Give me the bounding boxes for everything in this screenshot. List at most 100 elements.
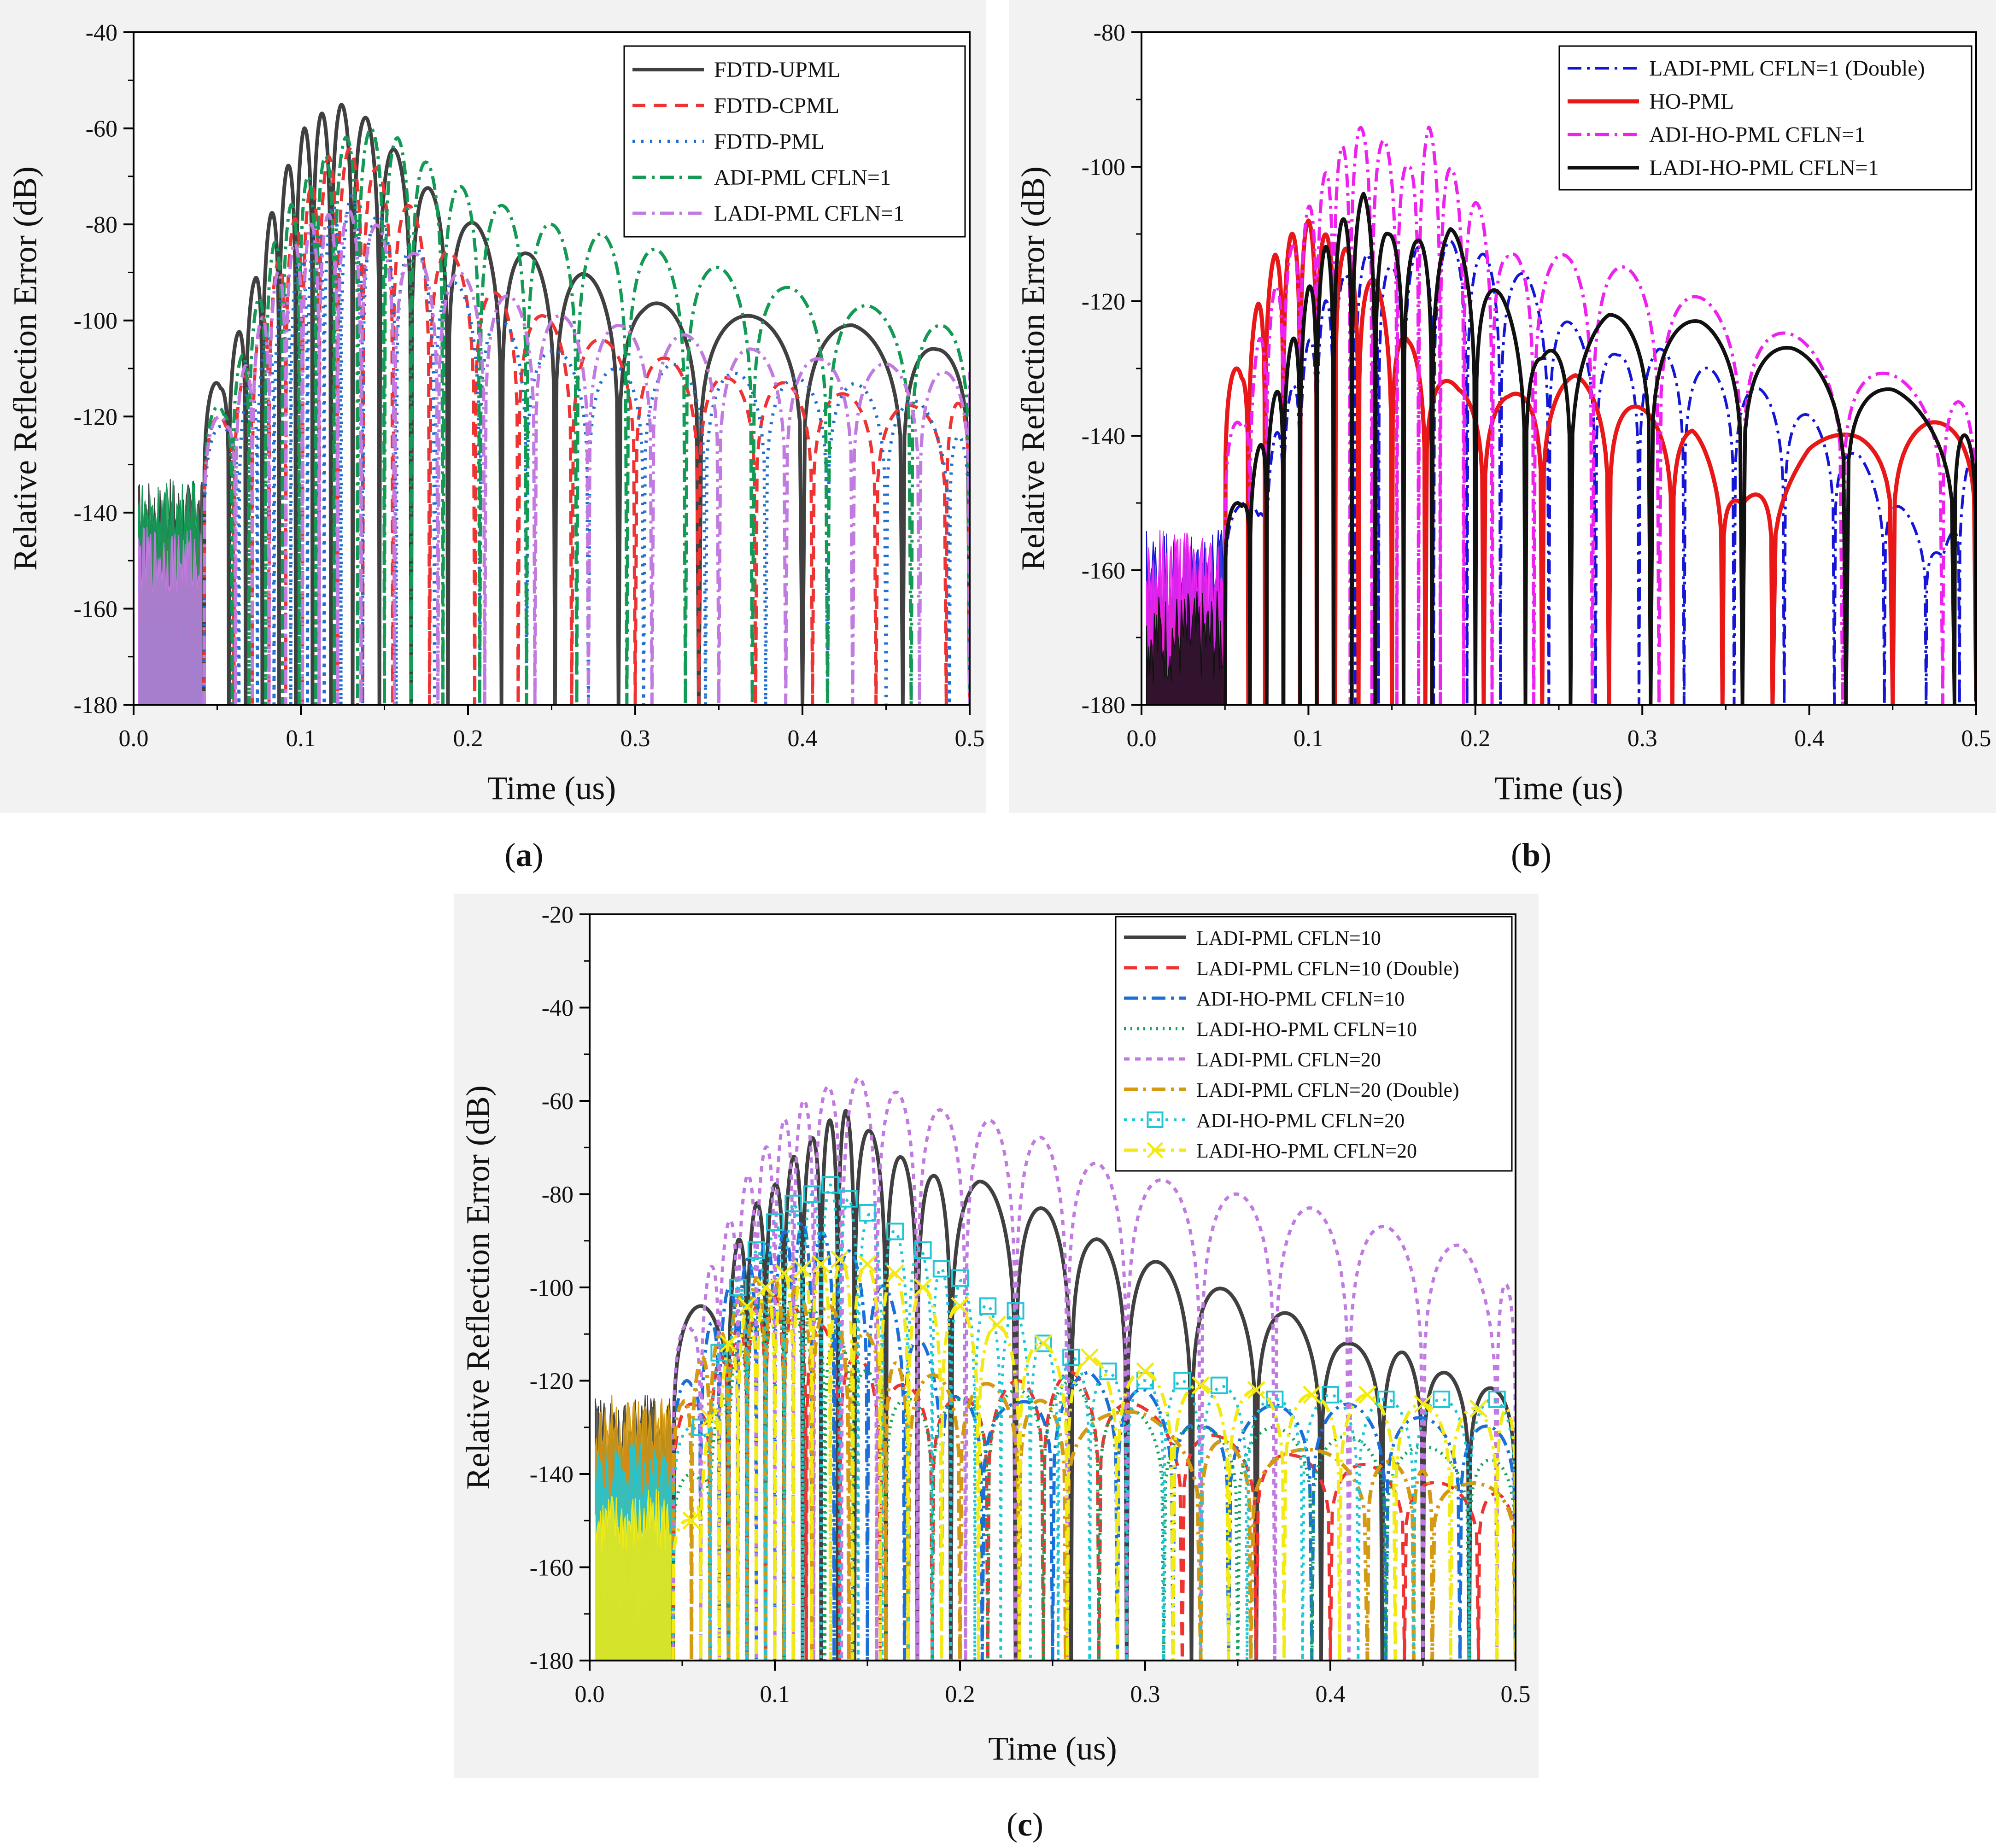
series-line-adi-pml-cfln-1 <box>202 127 970 705</box>
marker-square <box>1488 1391 1506 1408</box>
marker-x <box>682 1511 701 1530</box>
noise-floor-ladi-pml-cfln-1 <box>138 527 205 705</box>
y-tick-label: -180 <box>530 1648 574 1674</box>
x-tick-label: 0.0 <box>1127 725 1157 752</box>
x-tick-label: 0.5 <box>955 725 985 752</box>
y-tick-label: -120 <box>1082 289 1125 315</box>
x-axis-label: Time (us) <box>487 770 616 807</box>
y-tick-label: -120 <box>530 1368 574 1395</box>
panel-label-c: (c) <box>1007 1806 1043 1843</box>
marker-square <box>979 1297 997 1315</box>
marker-square <box>803 1185 821 1203</box>
legend-entry: LADI-PML CFLN=10 (Double) <box>1196 957 1459 980</box>
legend-marker <box>1147 1111 1164 1128</box>
panel-label-b: (b) <box>1511 836 1551 873</box>
x-tick-label: 0.4 <box>1316 1681 1346 1708</box>
marker-square <box>1099 1363 1117 1380</box>
legend-entry: ADI-HO-PML CFLN=10 <box>1196 988 1405 1010</box>
series-line-ladi-pml-cfln-20 <box>671 1076 1516 1661</box>
panel-label-a: (a) <box>505 836 544 873</box>
y-tick-label: -180 <box>1082 692 1125 719</box>
x-tick-label: 0.0 <box>119 725 149 752</box>
noise-floor-ladi-ho-pml-cfln-1 <box>1146 591 1226 705</box>
legend-entry: LADI-HO-PML CFLN=10 <box>1196 1018 1417 1041</box>
marker-x <box>988 1316 1007 1334</box>
series-line-ladi-pml-cfln-10 <box>671 1109 1516 1661</box>
marker-x <box>1136 1362 1154 1381</box>
y-tick-label: -40 <box>542 995 574 1022</box>
marker-square <box>1377 1391 1395 1408</box>
marker-x <box>1414 1395 1432 1413</box>
marker-square <box>840 1190 858 1208</box>
series-line-ho-pml <box>1223 218 1976 705</box>
marker-square <box>951 1269 969 1287</box>
legend: FDTD-UPML FDTD-CPML FDTD-PML ADI-PML CFLN=1… <box>623 45 966 238</box>
legend-box <box>1115 916 1513 1172</box>
marker-square <box>1062 1348 1080 1366</box>
legend: LADI-PML CFLN=1 (Double) HO-PML ADI-HO-PML… <box>1558 45 1973 191</box>
marker-square <box>886 1222 904 1240</box>
series-line-ladi-pml-cfln-1 <box>202 209 970 705</box>
marker-x <box>756 1278 775 1297</box>
y-tick-label: -60 <box>86 116 117 142</box>
series-group <box>138 103 970 705</box>
y-tick-label: -20 <box>542 902 574 928</box>
series-line-adi-ho-pml-cfln-1 <box>1223 125 1976 705</box>
marker-square <box>1433 1391 1451 1408</box>
marker-x <box>1469 1399 1488 1418</box>
marker-square <box>932 1260 950 1278</box>
y-tick-label: -160 <box>1082 558 1125 584</box>
marker-x <box>775 1264 793 1283</box>
legend: LADI-PML CFLN=10 LADI-PML CFLN=10 (Double… <box>1115 916 1513 1172</box>
marker-x <box>913 1278 932 1297</box>
x-tick-label: 0.5 <box>1961 725 1991 752</box>
y-axis-label: Relative Reflection Error (dB) <box>460 1085 497 1490</box>
noise-floor-ladi-ho-pml-cfln-20 <box>595 1489 673 1661</box>
panel-label-letter: c <box>1018 1806 1032 1843</box>
marker-x <box>1358 1386 1377 1404</box>
y-tick-label: -80 <box>86 212 117 238</box>
x-tick-label: 0.2 <box>1460 725 1490 752</box>
panel-label-close: ) <box>1540 836 1551 873</box>
legend-box <box>623 45 966 238</box>
panel-label-open: ( <box>505 836 516 873</box>
marker-square <box>710 1344 728 1362</box>
marker-square <box>784 1194 802 1212</box>
y-axis-label: Relative Reflection Error (dB) <box>7 166 44 571</box>
marker-square <box>859 1204 876 1222</box>
marker-x <box>886 1264 905 1283</box>
legend-entry: ADI-PML CFLN=1 <box>714 165 891 190</box>
legend-entry: ADI-HO-PML CFLN=20 <box>1196 1109 1405 1132</box>
y-tick-label: -140 <box>1082 423 1125 450</box>
panel-label-letter: a <box>516 836 533 873</box>
legend-entry: LADI-PML CFLN=20 <box>1196 1048 1381 1071</box>
chart-panel-b: 0.0 0.1 0.2 0.3 0.4 0.5 -180 -160 -140 -120 -100 -8… <box>1009 0 1996 813</box>
panel-label-open: ( <box>1007 1806 1018 1843</box>
legend-entry: LADI-PML CFLN=1 <box>714 201 904 226</box>
marker-x <box>1034 1334 1053 1353</box>
x-tick-label: 0.1 <box>286 725 316 752</box>
y-tick-label: -160 <box>74 596 117 622</box>
panel-label-close: ) <box>1032 1806 1043 1843</box>
marker-x <box>1080 1348 1099 1367</box>
legend-entry: LADI-HO-PML CFLN=1 <box>1649 156 1879 180</box>
x-tick-label: 0.3 <box>1130 1681 1160 1708</box>
x-tick-label: 0.3 <box>620 725 650 752</box>
marker-square <box>1173 1372 1191 1390</box>
series-group <box>595 1076 1516 1661</box>
marker-square <box>1007 1302 1024 1320</box>
legend-entry: FDTD-UPML <box>714 58 841 82</box>
y-tick-label: -180 <box>74 692 117 719</box>
marker-square <box>747 1241 765 1259</box>
y-tick-label: -80 <box>542 1182 574 1208</box>
legend-entry: LADI-PML CFLN=10 <box>1196 927 1381 949</box>
marker-x <box>858 1255 877 1274</box>
x-tick-label: 0.5 <box>1501 1681 1531 1708</box>
x-tick-label: 0.0 <box>575 1681 605 1708</box>
marker-x <box>793 1259 812 1278</box>
marker-x <box>1191 1376 1210 1395</box>
chart-panel-a: 0.0 0.1 0.2 0.3 0.4 0.5 -180 -160 -140 -120 -100 -8… <box>0 0 986 813</box>
series-group <box>1146 125 1976 705</box>
marker-x <box>812 1255 831 1274</box>
